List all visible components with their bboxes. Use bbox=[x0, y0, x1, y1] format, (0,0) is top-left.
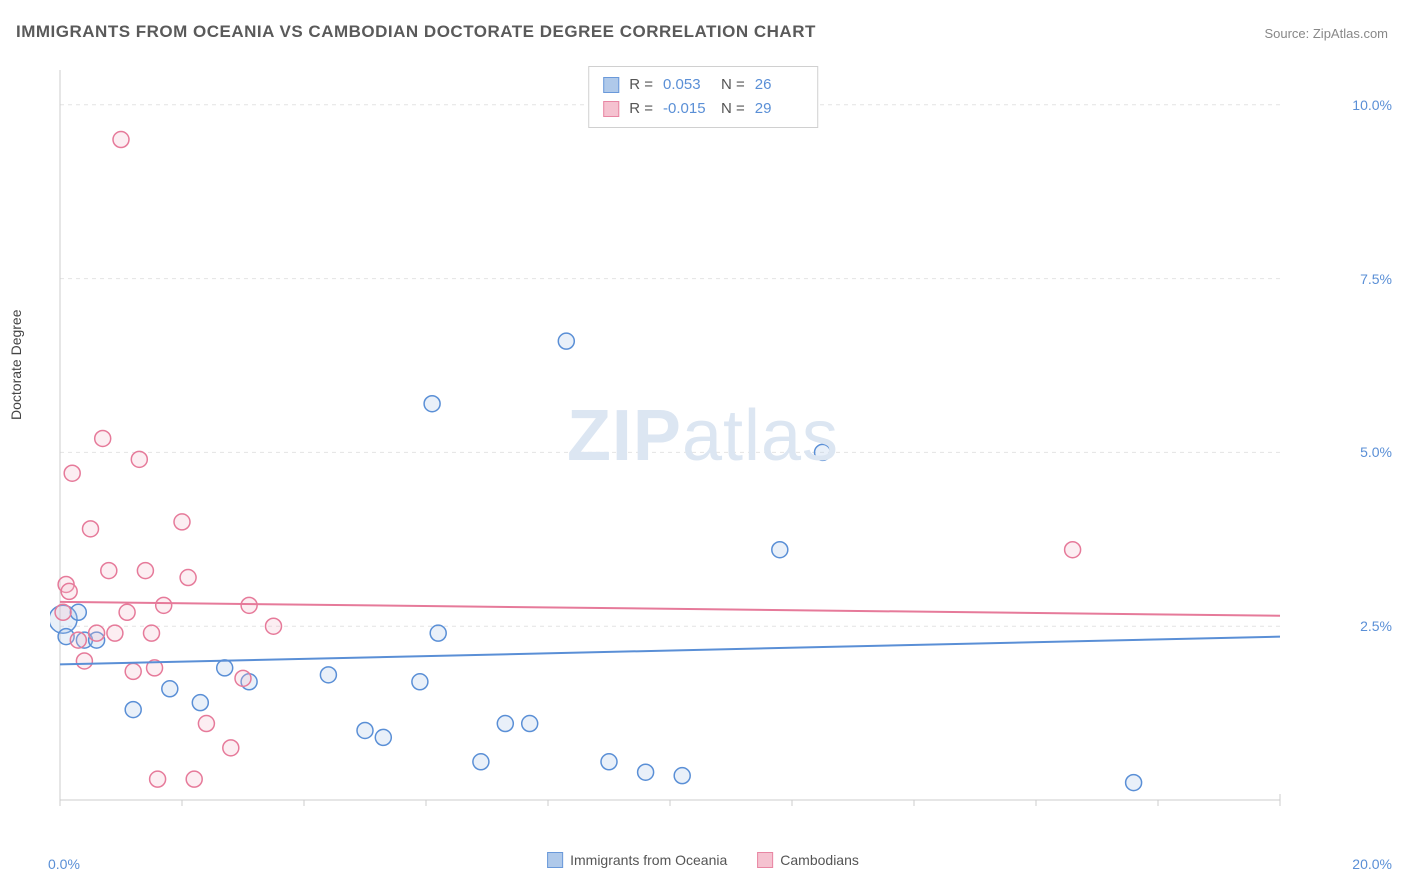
correlation-stats-box: R = 0.053 N = 26 R = -0.015 N = 29 bbox=[588, 66, 818, 128]
x-tick-end: 20.0% bbox=[1352, 856, 1392, 872]
n-label: N = bbox=[721, 97, 745, 121]
n-value-series1: 26 bbox=[755, 73, 803, 97]
y-tick-label: 10.0% bbox=[1352, 97, 1392, 113]
legend-item-series1: Immigrants from Oceania bbox=[547, 852, 727, 868]
chart-area bbox=[50, 60, 1340, 820]
y-tick-label: 2.5% bbox=[1360, 618, 1392, 634]
stat-row-series1: R = 0.053 N = 26 bbox=[603, 73, 803, 97]
legend-swatch-series2 bbox=[757, 852, 773, 868]
legend-swatch-series1 bbox=[547, 852, 563, 868]
r-value-series1: 0.053 bbox=[663, 73, 711, 97]
r-label: R = bbox=[629, 73, 653, 97]
x-tick-start: 0.0% bbox=[48, 856, 80, 872]
bottom-legend: Immigrants from Oceania Cambodians bbox=[547, 852, 859, 868]
y-tick-label: 5.0% bbox=[1360, 444, 1392, 460]
stat-row-series2: R = -0.015 N = 29 bbox=[603, 97, 803, 121]
r-value-series2: -0.015 bbox=[663, 97, 711, 121]
legend-label-series2: Cambodians bbox=[780, 852, 859, 868]
legend-item-series2: Cambodians bbox=[757, 852, 859, 868]
source-attribution: Source: ZipAtlas.com bbox=[1264, 26, 1388, 41]
y-axis-label: Doctorate Degree bbox=[8, 309, 24, 420]
r-label: R = bbox=[629, 97, 653, 121]
chart-title: IMMIGRANTS FROM OCEANIA VS CAMBODIAN DOC… bbox=[16, 22, 816, 42]
n-value-series2: 29 bbox=[755, 97, 803, 121]
stat-swatch-series1 bbox=[603, 77, 619, 93]
legend-label-series1: Immigrants from Oceania bbox=[570, 852, 727, 868]
y-tick-label: 7.5% bbox=[1360, 271, 1392, 287]
stat-swatch-series2 bbox=[603, 101, 619, 117]
scatter-plot bbox=[50, 60, 1340, 820]
n-label: N = bbox=[721, 73, 745, 97]
